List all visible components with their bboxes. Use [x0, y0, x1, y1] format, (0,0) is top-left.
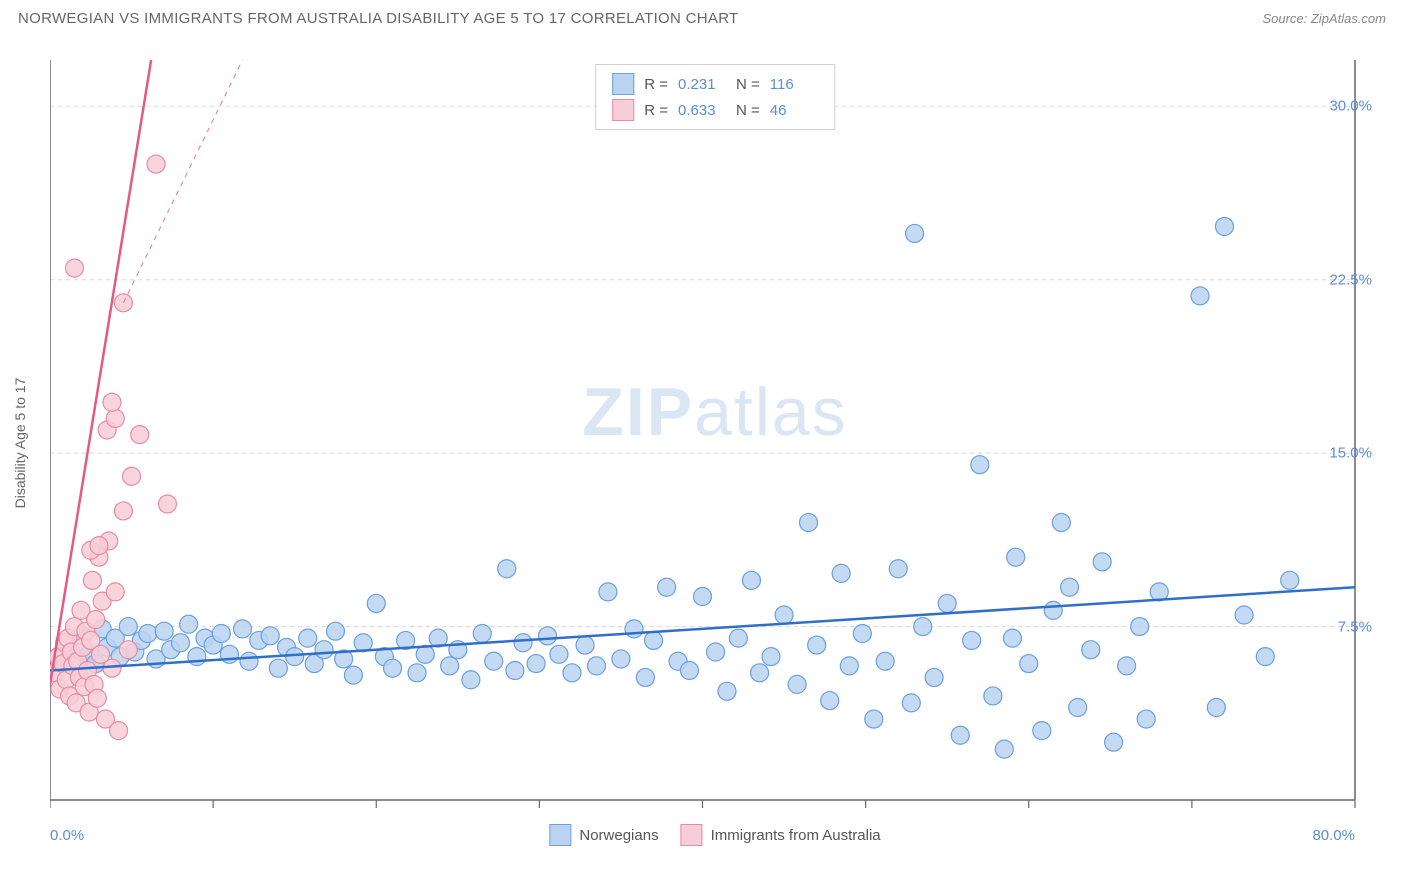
y-axis-label: Disability Age 5 to 17: [12, 378, 28, 509]
x-tick-label: 0.0%: [50, 827, 84, 844]
legend-swatch: [612, 73, 634, 95]
legend-row: R = 0.231 N = 116: [612, 71, 818, 97]
legend-item: Norwegians: [549, 824, 658, 846]
scatter-plot: [50, 50, 1380, 820]
legend-swatch: [681, 824, 703, 846]
legend-swatch: [612, 99, 634, 121]
legend-r-label: R =: [644, 102, 668, 119]
chart-area: Disability Age 5 to 17 ZIPatlas R =0.231…: [50, 50, 1380, 820]
legend-item: Immigrants from Australia: [681, 824, 881, 846]
legend-n-value: 116: [770, 76, 818, 93]
series-legend: Norwegians Immigrants from Australia: [549, 824, 880, 846]
legend-swatch: [549, 824, 571, 846]
chart-header: NORWEGIAN VS IMMIGRANTS FROM AUSTRALIA D…: [0, 0, 1406, 35]
legend-row: R = 0.633 N = 46: [612, 97, 818, 123]
legend-r-value: 0.633: [678, 102, 726, 119]
legend-n-label: N =: [736, 76, 760, 93]
y-tick-label: 22.5%: [1329, 271, 1372, 288]
correlation-legend: R = 0.231 N = 116 R = 0.633 N = 46: [595, 64, 835, 130]
legend-r-value: 0.231: [678, 76, 726, 93]
legend-n-label: N =: [736, 102, 760, 119]
y-tick-label: 7.5%: [1338, 618, 1372, 635]
y-tick-label: 30.0%: [1329, 98, 1372, 115]
legend-label: Immigrants from Australia: [711, 827, 881, 844]
legend-label: Norwegians: [579, 827, 658, 844]
legend-r-label: R =: [644, 76, 668, 93]
y-tick-label: 15.0%: [1329, 445, 1372, 462]
source-attribution: Source: ZipAtlas.com: [1262, 11, 1386, 26]
chart-title: NORWEGIAN VS IMMIGRANTS FROM AUSTRALIA D…: [18, 10, 739, 27]
legend-n-value: 46: [770, 102, 818, 119]
x-tick-label: 80.0%: [1312, 827, 1355, 844]
